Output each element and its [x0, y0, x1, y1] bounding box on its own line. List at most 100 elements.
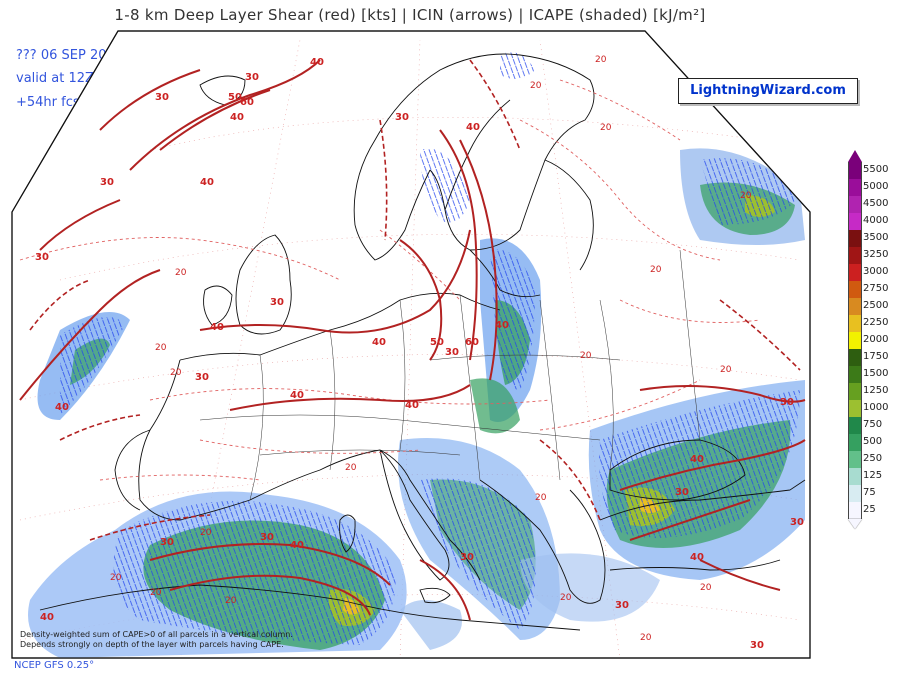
footnote: Density-weighted sum of CAPE>0 of all pa…	[20, 630, 293, 650]
svg-text:20: 20	[170, 368, 182, 378]
svg-text:20: 20	[150, 588, 162, 598]
colorbar-label: 750	[863, 419, 883, 430]
colorbar-swatch	[848, 451, 862, 468]
shear-labels-thin: 20 20 20 20 20 20 20 20 20 20 20 20 20 2…	[110, 55, 752, 643]
footnote-line-2: Depends strongly on depth of the layer w…	[20, 640, 284, 649]
colorbar-swatch	[848, 383, 862, 400]
svg-text:20: 20	[580, 351, 592, 361]
svg-text:40: 40	[55, 402, 69, 413]
svg-text:20: 20	[200, 528, 212, 538]
colorbar-swatch	[848, 349, 862, 366]
colorbar-label: 75	[863, 487, 876, 498]
colorbar-bottom-arrow	[848, 519, 862, 529]
colorbar-label: 25	[863, 504, 876, 515]
svg-text:30: 30	[445, 347, 459, 358]
colorbar-label: 4500	[863, 198, 889, 209]
colorbar-label: 250	[863, 453, 883, 464]
svg-text:20: 20	[740, 191, 752, 201]
svg-text:30: 30	[395, 112, 409, 123]
forecast-hour: +54hr fcst	[16, 95, 85, 110]
colorbar-swatch	[848, 400, 862, 417]
colorbar-swatch	[848, 434, 862, 451]
colorbar-swatch	[848, 247, 862, 264]
svg-text:20: 20	[650, 265, 662, 275]
svg-text:40: 40	[200, 177, 214, 188]
colorbar-swatch	[848, 162, 862, 179]
svg-text:30: 30	[245, 72, 259, 83]
valid-time: valid at 12Z	[16, 71, 94, 86]
svg-text:40: 40	[40, 612, 54, 623]
run-date: ??? 06 SEP 2025	[16, 48, 124, 63]
svg-text:20: 20	[535, 493, 547, 503]
brand-logo: LightningWizard.com	[678, 78, 858, 104]
svg-text:20: 20	[155, 343, 167, 353]
svg-text:30: 30	[750, 640, 764, 651]
colorbar-swatch	[848, 196, 862, 213]
svg-text:30: 30	[270, 297, 284, 308]
svg-text:20: 20	[175, 268, 187, 278]
colorbar-swatch	[848, 366, 862, 383]
colorbar-label: 2750	[863, 283, 889, 294]
colorbar-swatch	[848, 281, 862, 298]
svg-text:50: 50	[228, 92, 242, 103]
colorbar-swatch	[848, 485, 862, 502]
colorbar-label: 1500	[863, 368, 889, 379]
footnote-line-1: Density-weighted sum of CAPE>0 of all pa…	[20, 630, 293, 639]
svg-text:20: 20	[225, 596, 237, 606]
svg-text:40: 40	[290, 390, 304, 401]
shear-contours-dashed	[19, 79, 761, 481]
colorbar-label: 3000	[863, 266, 889, 277]
colorbar-label: 3500	[863, 232, 889, 243]
model-label: NCEP GFS 0.25°	[14, 660, 95, 671]
svg-text:40: 40	[290, 540, 304, 551]
colorbar-swatch	[848, 298, 862, 315]
colorbar-label: 5500	[863, 164, 889, 175]
colorbar-label: 1250	[863, 385, 889, 396]
svg-text:30: 30	[35, 252, 49, 263]
svg-text:40: 40	[405, 400, 419, 411]
colorbar-swatch	[848, 179, 862, 196]
svg-text:40: 40	[690, 552, 704, 563]
svg-text:40: 40	[372, 337, 386, 348]
icin-arrows	[60, 52, 800, 645]
svg-text:20: 20	[600, 123, 612, 133]
svg-text:30: 30	[790, 517, 804, 528]
svg-text:30: 30	[460, 552, 474, 563]
svg-text:40: 40	[310, 57, 324, 68]
svg-text:40: 40	[495, 320, 509, 331]
svg-text:20: 20	[640, 633, 652, 643]
colorbar-swatch	[848, 264, 862, 281]
colorbar-swatch	[848, 468, 862, 485]
chart-title: 1-8 km Deep Layer Shear (red) [kts] | IC…	[114, 6, 706, 24]
colorbar-label: 2000	[863, 334, 889, 345]
colorbar-label: 4000	[863, 215, 889, 226]
svg-text:20: 20	[345, 463, 357, 473]
svg-text:50: 50	[430, 337, 444, 348]
colorbar-label: 125	[863, 470, 883, 481]
colorbar-label: 5000	[863, 181, 889, 192]
shear-contours-thick	[19, 59, 806, 621]
colorbar-top-arrow	[848, 150, 862, 162]
colorbar-legend: 5500 5000 4500 4000 3500 3250 3000 2750 2500 2250…	[848, 150, 898, 530]
svg-text:60: 60	[465, 337, 479, 348]
colorbar-swatch	[848, 213, 862, 230]
svg-text:20: 20	[720, 365, 732, 375]
shear-labels-thick: 30 30 30 40 40 40 50 30 40 60 30 40 30 5…	[35, 57, 804, 651]
colorbar-label: 500	[863, 436, 883, 447]
svg-text:60: 60	[240, 97, 254, 108]
colorbar-label: 2250	[863, 317, 889, 328]
colorbar-swatch	[848, 502, 862, 519]
svg-text:20: 20	[560, 593, 572, 603]
svg-text:30: 30	[675, 487, 689, 498]
colorbar-label: 1750	[863, 351, 889, 362]
svg-text:30: 30	[100, 177, 114, 188]
colorbar-swatch	[848, 417, 862, 434]
colorbar-label: 2500	[863, 300, 889, 311]
svg-text:30: 30	[260, 532, 274, 543]
svg-text:30: 30	[615, 600, 629, 611]
country-borders	[199, 249, 701, 501]
svg-text:40: 40	[690, 454, 704, 465]
shear-contours-thick-dashed	[29, 59, 801, 541]
svg-text:40: 40	[466, 122, 480, 133]
